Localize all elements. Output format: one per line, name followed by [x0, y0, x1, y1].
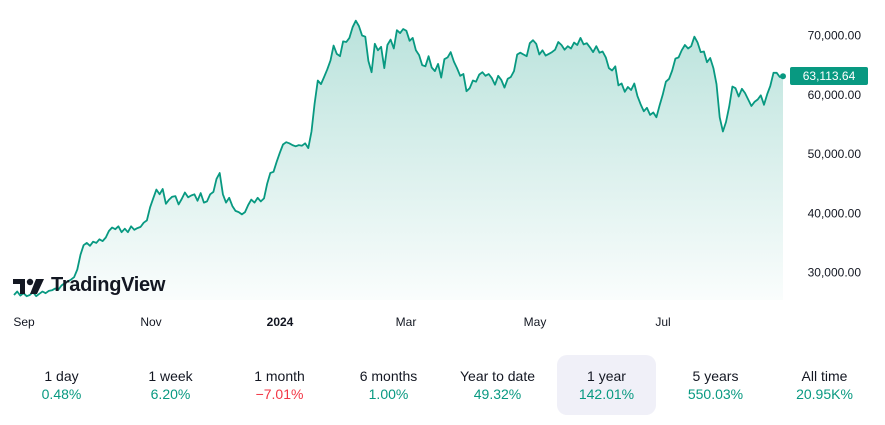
period-change: 6.20%	[150, 386, 191, 402]
period-option[interactable]: 1 year 142.01%	[557, 355, 656, 415]
period-change: 550.03%	[687, 386, 744, 402]
period-option[interactable]: 5 years 550.03%	[666, 355, 765, 415]
period-change: 1.00%	[368, 386, 409, 402]
period-label: 1 day	[44, 368, 79, 384]
period-option[interactable]: 6 months 1.00%	[339, 355, 438, 415]
period-option[interactable]: 1 day 0.48%	[12, 355, 111, 415]
tradingview-logo-icon	[13, 278, 44, 294]
tradingview-logo[interactable]: TradingView	[12, 274, 165, 297]
period-change: 142.01%	[578, 386, 635, 402]
period-change: 0.48%	[41, 386, 82, 402]
price-chart[interactable]: 63,113.64 30,000.00 40,000.00 50,000.00 60,…	[0, 0, 885, 340]
period-option[interactable]: Year to date 49.32%	[448, 355, 547, 415]
last-price-marker	[780, 73, 786, 80]
last-price-badge: 63,113.64	[790, 67, 868, 85]
period-label: All time	[801, 368, 848, 384]
period-change: 20.95K%	[796, 386, 853, 402]
period-label: 1 month	[254, 368, 305, 384]
period-label: 6 months	[359, 368, 418, 384]
y-tick-label: 40,000.00	[808, 206, 862, 220]
period-selector: 1 day 0.48% 1 week 6.20% 1 month −7.01% 6 mont…	[12, 355, 874, 417]
y-tick-label: 60,000.00	[808, 88, 862, 102]
period-label: 5 years	[692, 368, 739, 384]
x-tick-label: Sep	[13, 315, 35, 329]
x-tick-label: May	[524, 315, 547, 329]
tradingview-logo-text: TradingView	[51, 274, 166, 296]
period-label: Year to date	[460, 368, 535, 384]
price-area-fill	[14, 20, 783, 300]
y-tick-label: 50,000.00	[808, 147, 862, 161]
y-tick-label: 70,000.00	[808, 29, 862, 43]
last-price-text: 63,113.64	[803, 69, 856, 83]
period-label: 1 year	[587, 368, 626, 384]
period-option[interactable]: 1 week 6.20%	[121, 355, 220, 415]
period-option[interactable]: All time 20.95K%	[775, 355, 874, 415]
price-line	[13, 19, 784, 298]
x-tick-label: Nov	[140, 315, 161, 329]
x-tick-label: Mar	[396, 315, 417, 329]
x-axis: Sep Nov 2024 Mar May Jul	[13, 315, 670, 329]
period-change: 49.32%	[473, 386, 522, 402]
period-change: −7.01%	[255, 386, 304, 402]
y-tick-label: 30,000.00	[808, 266, 862, 280]
period-label: 1 week	[148, 368, 193, 384]
period-option[interactable]: 1 month −7.01%	[230, 355, 329, 415]
x-tick-label: Jul	[655, 315, 670, 329]
x-tick-label: 2024	[267, 315, 294, 329]
y-axis: 30,000.00 40,000.00 50,000.00 60,000.00 70,0…	[808, 29, 862, 280]
